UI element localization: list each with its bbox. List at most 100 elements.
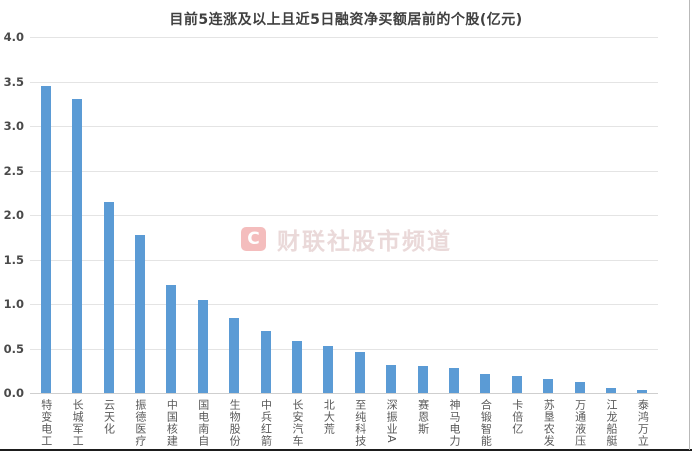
- x-tick-label: 中国核建: [165, 399, 179, 447]
- bar: [417, 366, 428, 393]
- x-tick: 卡倍亿: [501, 399, 532, 451]
- bar-column: [61, 37, 92, 393]
- bar-series: [30, 37, 658, 393]
- gridline: [30, 170, 658, 172]
- x-tick: 苏垦农发: [533, 399, 564, 451]
- x-tick-label: 卡倍亿: [510, 399, 524, 435]
- y-tick-label: 3.5: [3, 74, 24, 89]
- bar: [637, 390, 648, 393]
- x-tick: 赛恩斯: [407, 399, 438, 451]
- x-tick: 生物股份: [218, 399, 249, 451]
- bar-column: [470, 37, 501, 393]
- y-tick-label: 0.0: [3, 386, 24, 400]
- x-tick-label: 北大荒: [322, 399, 336, 435]
- gridline: [30, 215, 658, 216]
- bar-column: [187, 37, 218, 393]
- chart-title: 目前5连涨及以上且近5日融资净买额居前的个股(亿元): [169, 12, 523, 28]
- x-tick-label: 江龙船艇: [605, 399, 619, 447]
- x-tick-label: 神马电力: [447, 399, 461, 447]
- bar: [448, 368, 459, 393]
- bar-column: [438, 37, 469, 393]
- gridline: [30, 81, 658, 83]
- x-tick-label: 万通液压: [573, 399, 587, 447]
- bar: [354, 352, 365, 393]
- x-tick: 合锻智能: [470, 399, 501, 451]
- x-tick-label: 深振业A: [385, 399, 399, 444]
- bar-column: [93, 37, 124, 393]
- bar: [323, 345, 334, 393]
- x-tick-label: 赛恩斯: [416, 399, 430, 435]
- y-tick-label: 1.0: [3, 297, 24, 311]
- x-tick-label: 长城军工: [71, 399, 85, 447]
- x-tick: 特变电工: [30, 399, 61, 451]
- bar-column: [218, 37, 249, 393]
- x-tick-label: 云天化: [102, 399, 116, 435]
- gridline: [30, 259, 658, 261]
- gridline: [30, 304, 658, 305]
- y-tick-label: 3.0: [3, 119, 24, 133]
- bar-column: [250, 37, 281, 393]
- x-tick-label: 苏垦农发: [542, 399, 556, 447]
- x-tick: 中国核建: [156, 399, 187, 451]
- right-border-line: [689, 0, 690, 450]
- x-tick-label: 国电南自: [196, 399, 210, 447]
- gridline: [30, 393, 658, 394]
- x-tick-label: 合锻智能: [479, 399, 493, 447]
- bar-column: [344, 37, 375, 393]
- x-tick-label: 泰鸿万立: [636, 399, 650, 447]
- x-tick: 神马电力: [438, 399, 469, 451]
- x-tick: 云天化: [93, 399, 124, 451]
- x-tick-label: 中兵红箭: [259, 399, 273, 447]
- bar-column: [30, 37, 61, 393]
- bar-column: [375, 37, 406, 393]
- x-tick: 振德医疗: [124, 399, 155, 451]
- y-tick-label: 2.0: [3, 208, 24, 222]
- x-tick: 中兵红箭: [250, 399, 281, 451]
- y-tick-label: 4.0: [3, 30, 24, 44]
- bar: [197, 300, 208, 393]
- x-tick-label: 长安汽车: [290, 399, 304, 447]
- x-tick-label: 振德医疗: [133, 399, 147, 447]
- bar-column: [501, 37, 532, 393]
- x-tick: 长城军工: [61, 399, 92, 451]
- bar: [166, 285, 177, 393]
- bar: [480, 374, 491, 393]
- bar-column: [564, 37, 595, 393]
- bar-column: [595, 37, 626, 393]
- bar: [40, 85, 51, 393]
- bar: [103, 201, 114, 393]
- y-tick-label: 1.5: [3, 252, 24, 267]
- gridline: [30, 348, 658, 350]
- x-tick: 深振业A: [375, 399, 406, 451]
- y-axis: 4.0 3.5 3.0 2.5 2.0 1.5 1.0 0.5 0.0: [0, 30, 26, 400]
- bar: [543, 378, 554, 393]
- gridline: [30, 37, 658, 38]
- plot-area: [30, 37, 658, 394]
- bar-column: [313, 37, 344, 393]
- bar-column: [156, 37, 187, 393]
- x-tick-label: 生物股份: [228, 399, 242, 447]
- x-tick: 至纯科技: [344, 399, 375, 451]
- gridline: [30, 126, 658, 127]
- bar-column: [533, 37, 564, 393]
- bar-column: [281, 37, 312, 393]
- x-tick: 江龙船艇: [595, 399, 626, 451]
- bar: [229, 318, 240, 393]
- x-tick: 长安汽车: [281, 399, 312, 451]
- bar: [72, 99, 83, 393]
- bar: [291, 340, 302, 393]
- bar: [134, 234, 145, 393]
- bar: [606, 387, 617, 393]
- x-tick: 万通液压: [564, 399, 595, 451]
- x-tick-label: 至纯科技: [353, 399, 367, 447]
- x-tick: 泰鸿万立: [627, 399, 658, 451]
- bar: [386, 365, 397, 393]
- bar: [260, 330, 271, 393]
- bar-column: [407, 37, 438, 393]
- bar-column: [627, 37, 658, 393]
- bottom-border-line: [0, 449, 692, 451]
- bar: [511, 376, 522, 393]
- x-tick: 国电南自: [187, 399, 218, 451]
- bar-column: [124, 37, 155, 393]
